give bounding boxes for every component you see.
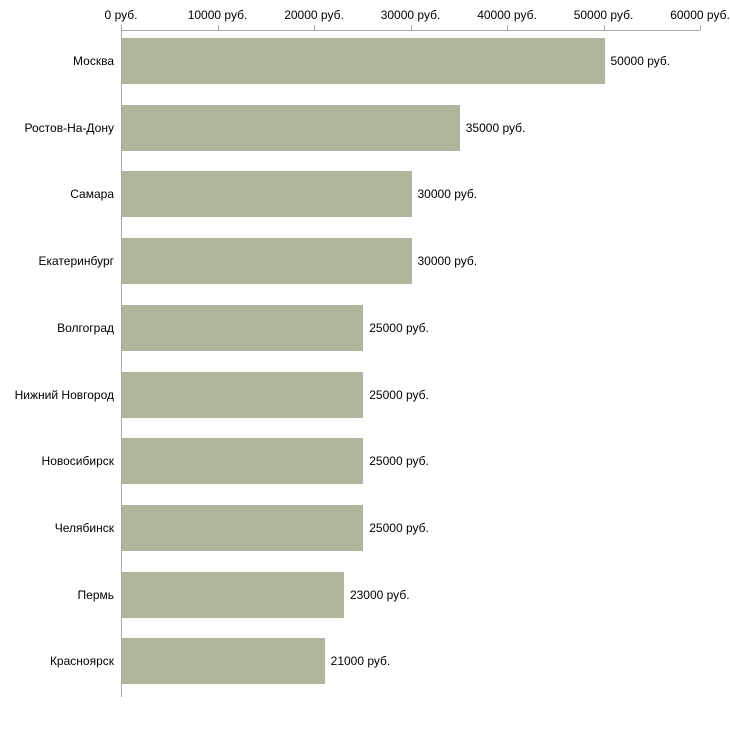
value-label: 21000 руб. — [330, 654, 391, 669]
bar — [122, 38, 605, 84]
x-axis-tick-label: 10000 руб. — [187, 8, 248, 22]
category-label: Екатеринбург — [38, 254, 115, 269]
x-axis-tick-mark — [217, 25, 219, 30]
category-label: Челябинск — [54, 520, 114, 535]
x-axis-tick-mark — [507, 25, 508, 30]
x-axis-tick-label: 50000 руб. — [573, 8, 634, 22]
category-label: Пермь — [77, 587, 114, 602]
x-axis-tick-label: 0 руб. — [104, 8, 138, 22]
x-axis-tick-mark — [700, 25, 701, 30]
x-axis-tick-mark — [410, 25, 412, 30]
bar — [122, 104, 460, 151]
value-label: 25000 руб. — [369, 320, 429, 335]
value-label: 25000 руб. — [369, 454, 429, 469]
bar — [122, 638, 325, 685]
category-label: Нижний Новгород — [14, 387, 114, 402]
value-label: 30000 руб. — [417, 254, 478, 269]
bar — [122, 371, 364, 418]
value-label: 23000 руб. — [349, 587, 410, 602]
bar — [122, 304, 364, 351]
value-label: 30000 руб. — [417, 187, 478, 202]
category-label: Самара — [70, 187, 114, 202]
bar — [122, 238, 412, 285]
value-label: 25000 руб. — [369, 387, 429, 402]
x-axis-tick-mark — [603, 25, 605, 30]
category-label: Ростов-На-Дону — [24, 120, 114, 135]
bar — [122, 438, 364, 485]
x-axis-tick-label: 60000 руб. — [670, 8, 730, 22]
plot-area — [121, 30, 700, 697]
category-label: Волгоград — [57, 320, 114, 335]
bar — [122, 171, 412, 218]
value-label: 50000 руб. — [610, 54, 671, 68]
x-axis-tick-mark — [314, 25, 315, 30]
bar — [122, 571, 344, 618]
category-label: Красноярск — [49, 654, 114, 669]
category-label: Новосибирск — [41, 454, 114, 469]
category-label: Москва — [73, 54, 114, 68]
bar — [122, 504, 364, 551]
x-axis-tick-mark — [121, 25, 122, 30]
value-label: 25000 руб. — [369, 520, 429, 535]
x-axis-tick-label: 20000 руб. — [284, 8, 344, 22]
x-axis-tick-label: 40000 руб. — [477, 8, 537, 22]
value-label: 35000 руб. — [465, 120, 526, 135]
x-axis-tick-label: 30000 руб. — [380, 8, 441, 22]
